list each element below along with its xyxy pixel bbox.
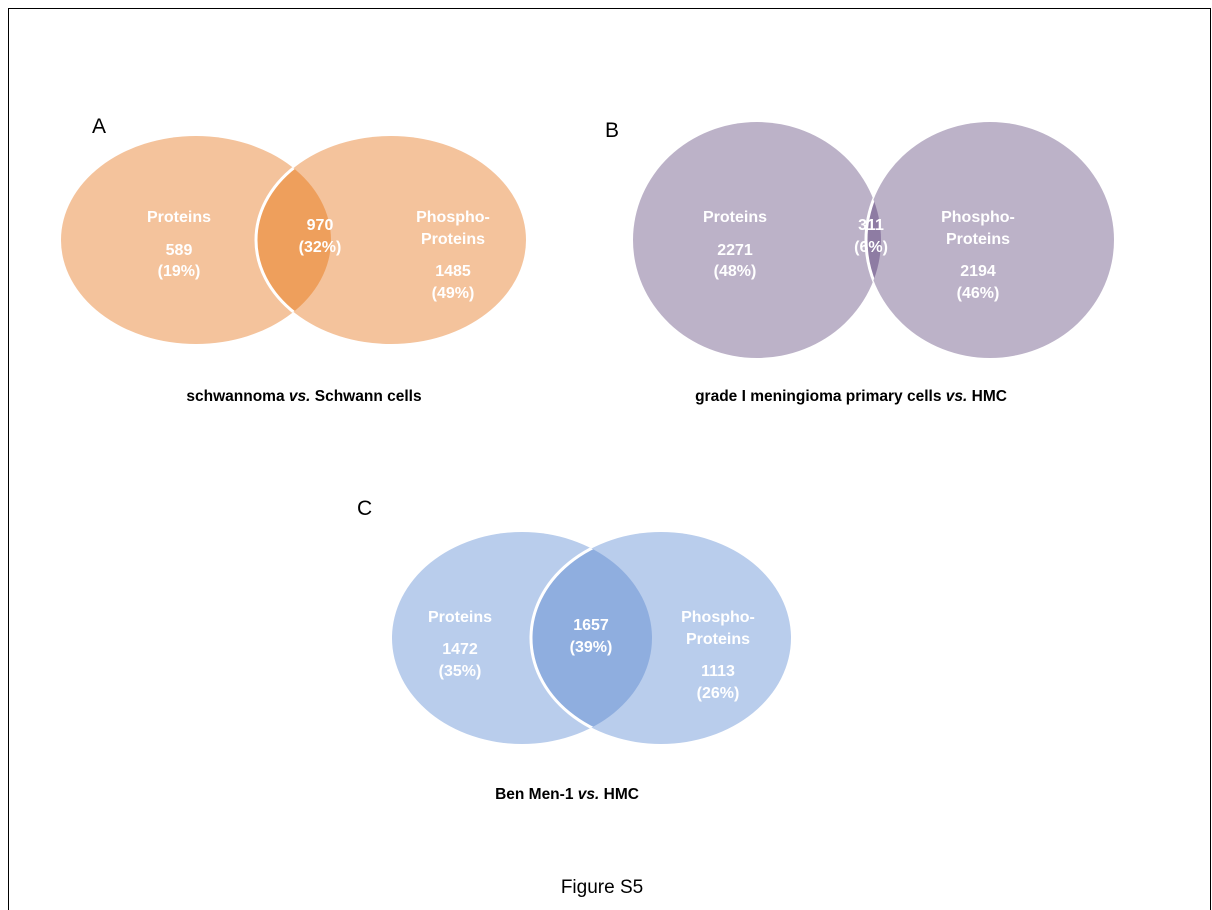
panel-a-right-title-2: Proteins [421,231,485,248]
panel-a-right-count: 1485 [435,263,471,280]
panel-b-caption-post: HMC [967,388,1007,405]
panel-c-left-pct: (35%) [439,663,482,680]
panel-c-left-title: Proteins [428,609,492,626]
panel-b-letter: B [605,119,619,142]
panel-a-caption-post: Schwann cells [310,388,421,405]
panel-a-right-title-1: Phospho- [416,209,490,226]
panel-a-right-circle [256,136,526,344]
panel-a-venn [61,136,526,344]
panel-c-right-title-1: Phospho- [681,609,755,626]
panel-a-overlap-count: 970 [307,217,334,234]
panel-c-letter: C [357,497,372,520]
panel-c-right-title-2: Proteins [686,631,750,648]
panel-b-left-count: 2271 [717,242,753,259]
panel-b-caption: grade I meningioma primary cells vs. HMC [695,388,1007,405]
panel-c-venn [392,532,791,744]
panel-c-right-pct: (26%) [697,685,740,702]
panel-c-caption-pre: Ben Men-1 [495,786,578,803]
panel-c-overlap-pct: (39%) [570,639,613,656]
panel-c-overlap [531,532,652,744]
panel-b-right-circle [866,122,1114,358]
panel-b-right-pct: (46%) [957,285,1000,302]
panel-c-caption-italic: vs. [578,786,600,803]
panel-a-left-pct: (19%) [158,263,201,280]
panel-a-left-count: 589 [166,242,193,259]
panel-a-left-title: Proteins [147,209,211,226]
panel-b-caption-pre: grade I meningioma primary cells [695,388,946,405]
panel-a-letter: A [92,115,106,138]
panel-a-caption-italic: vs. [289,388,311,405]
panel-b-left-title: Proteins [703,209,767,226]
panel-b-right-count: 2194 [960,263,996,280]
panel-b-right-title-2: Proteins [946,231,1010,248]
panel-b-left-pct: (48%) [714,263,757,280]
panel-b-venn [633,122,1114,358]
panel-a-left-outline [254,136,331,344]
panel-c-left-count: 1472 [442,641,478,658]
panel-b-caption-italic: vs. [946,388,968,405]
panel-a-overlap-pct: (32%) [299,239,342,256]
figure-label: Figure S5 [561,877,643,898]
panel-c-caption-post: HMC [599,786,639,803]
panel-c-overlap-count: 1657 [573,617,609,634]
panel-b-right-title-1: Phospho- [941,209,1015,226]
panel-a-caption-pre: schwannoma [186,388,289,405]
panel-b-overlap-pct: (6%) [854,239,888,256]
panel-c-caption: Ben Men-1 vs. HMC [495,786,639,803]
panel-a-right-pct: (49%) [432,285,475,302]
panel-c: C Proteins 1472 (35%) 1657 (39%) Phospho… [357,497,791,803]
figure-frame [8,8,1211,910]
panel-b-outline [864,122,881,358]
panel-a: A Proteins 589 (19%) 970 (32%) Phospho- … [61,115,526,405]
panel-b-overlap-count: 311 [858,217,884,234]
panel-c-outline [529,532,652,744]
panel-c-right-count: 1113 [701,663,735,680]
panel-a-caption: schwannoma vs. Schwann cells [186,388,421,405]
panel-a-left-circle [61,136,331,344]
panel-b: B Proteins 2271 (48%) 311 (6%) Phospho- … [605,119,1114,405]
panel-b-left-circle [633,122,881,358]
